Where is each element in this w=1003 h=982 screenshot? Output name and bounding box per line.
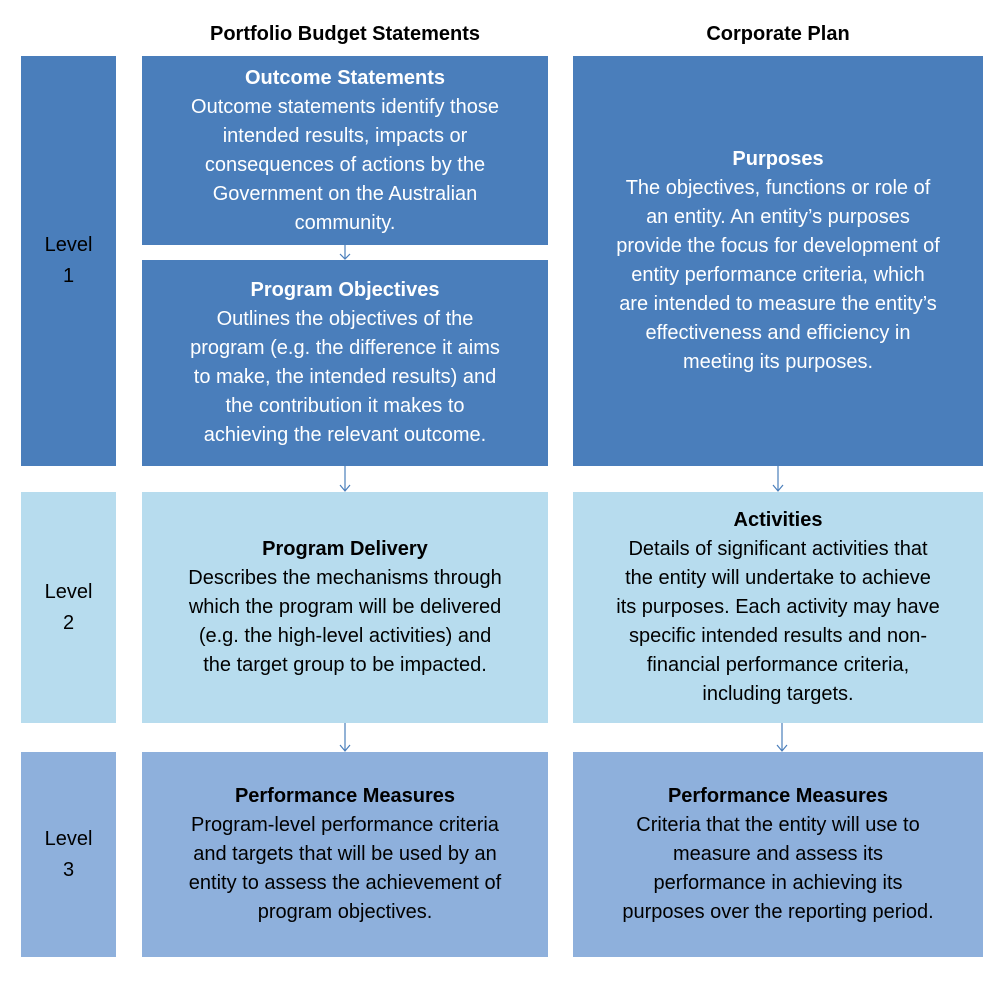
level-3-label: Level 3: [21, 752, 116, 957]
activities-title: Activities: [733, 509, 823, 531]
outcome-statements-line: intended results, impacts or: [222, 124, 468, 147]
corporate-performance-measures-line: purposes over the reporting period.: [622, 901, 934, 923]
corporate-performance-measures-line: measure and assess its: [672, 843, 884, 865]
program-objectives-line: achieving the relevant outcome.: [203, 424, 487, 446]
corporate-performance-measures-line: performance in achieving its: [653, 872, 903, 894]
purposes-line: provide the focus for development of: [616, 235, 940, 257]
pbs-performance-measures-line: Program-level performance criteria: [191, 814, 499, 836]
outcome-statements-line: consequences of actions by the: [204, 153, 486, 176]
outcome-statements-line: Outcome statements identify those: [191, 95, 499, 118]
program-objectives-box: Program Objectives Outlines the objectiv…: [142, 260, 548, 466]
program-objectives-line: the contribution it makes to: [225, 395, 465, 417]
pbs-column-header: Portfolio Budget Statements: [209, 23, 480, 45]
corporate-performance-measures-box: Performance Measures Criteria that the e…: [573, 752, 983, 957]
arrow-down-icon: [772, 466, 784, 492]
purposes-line: meeting its purposes.: [682, 351, 874, 373]
purposes-title: Purposes: [732, 148, 824, 170]
program-delivery-line: which the program will be delivered: [188, 596, 502, 618]
purposes-box: Purposes The objectives, functions or ro…: [573, 56, 983, 466]
activities-line: specific intended results and non-: [629, 625, 927, 647]
program-objectives-line: Outlines the objectives of the: [216, 308, 474, 330]
pbs-performance-measures-box: Performance Measures Program-level perfo…: [142, 752, 548, 957]
program-delivery-box: Program Delivery Describes the mechanism…: [142, 492, 548, 723]
level-2-label: Level 2: [21, 492, 116, 723]
pbs-performance-measures-title: Performance Measures: [234, 785, 456, 807]
pbs-performance-measures-line: program objectives.: [257, 901, 433, 923]
purposes-line: effectiveness and efficiency in: [645, 322, 911, 344]
program-delivery-line: the target group to be impacted.: [203, 654, 487, 676]
program-delivery-line: Describes the mechanisms through: [188, 567, 502, 589]
activities-box: Activities Details of significant activi…: [573, 492, 983, 723]
level-1-label: Level 1: [21, 56, 116, 466]
arrow-down-icon: [776, 723, 788, 752]
corporate-performance-measures-line: Criteria that the entity will use to: [636, 814, 920, 836]
program-delivery-line: (e.g. the high-level activities) and: [198, 625, 492, 647]
purposes-line: entity performance criteria, which: [631, 264, 925, 286]
program-objectives-line: to make, the intended results) and: [193, 366, 497, 388]
activities-line: the entity will undertake to achieve: [625, 567, 931, 589]
program-delivery-title: Program Delivery: [262, 538, 428, 560]
level-3-word: Level: [44, 827, 93, 850]
activities-line: financial performance criteria,: [646, 654, 910, 676]
arrow-down-icon: [339, 723, 351, 752]
purposes-line: The objectives, functions or role of: [625, 177, 931, 199]
level-1-word: Level: [44, 234, 93, 256]
level-2-word: Level: [44, 580, 93, 603]
outcome-statements-line: Government on the Australian: [212, 182, 478, 205]
outcome-statements-title: Outcome Statements: [244, 66, 446, 89]
activities-line: its purposes. Each activity may have: [616, 596, 940, 618]
outcome-statements-line: community.: [294, 211, 396, 234]
outcome-statements-box: Outcome Statements Outcome statements id…: [142, 56, 548, 245]
corporate-performance-measures-title: Performance Measures: [667, 785, 889, 807]
purposes-line: an entity. An entity’s purposes: [646, 206, 910, 228]
arrow-down-icon: [339, 245, 351, 260]
corporate-plan-column-header: Corporate Plan: [706, 23, 850, 45]
activities-line: including targets.: [702, 683, 854, 705]
activities-line: Details of significant activities that: [628, 538, 928, 560]
level-3-number: 3: [62, 858, 75, 881]
arrow-down-icon: [339, 466, 351, 492]
program-objectives-title: Program Objectives: [250, 279, 440, 301]
level-2-number: 2: [62, 611, 75, 634]
pbs-performance-measures-line: and targets that will be used by an: [193, 843, 497, 865]
purposes-line: are intended to measure the entity’s: [619, 293, 937, 315]
pbs-performance-measures-line: entity to assess the achievement of: [188, 872, 502, 894]
level-1-number: 1: [62, 265, 75, 287]
program-objectives-line: program (e.g. the difference it aims: [190, 337, 500, 359]
